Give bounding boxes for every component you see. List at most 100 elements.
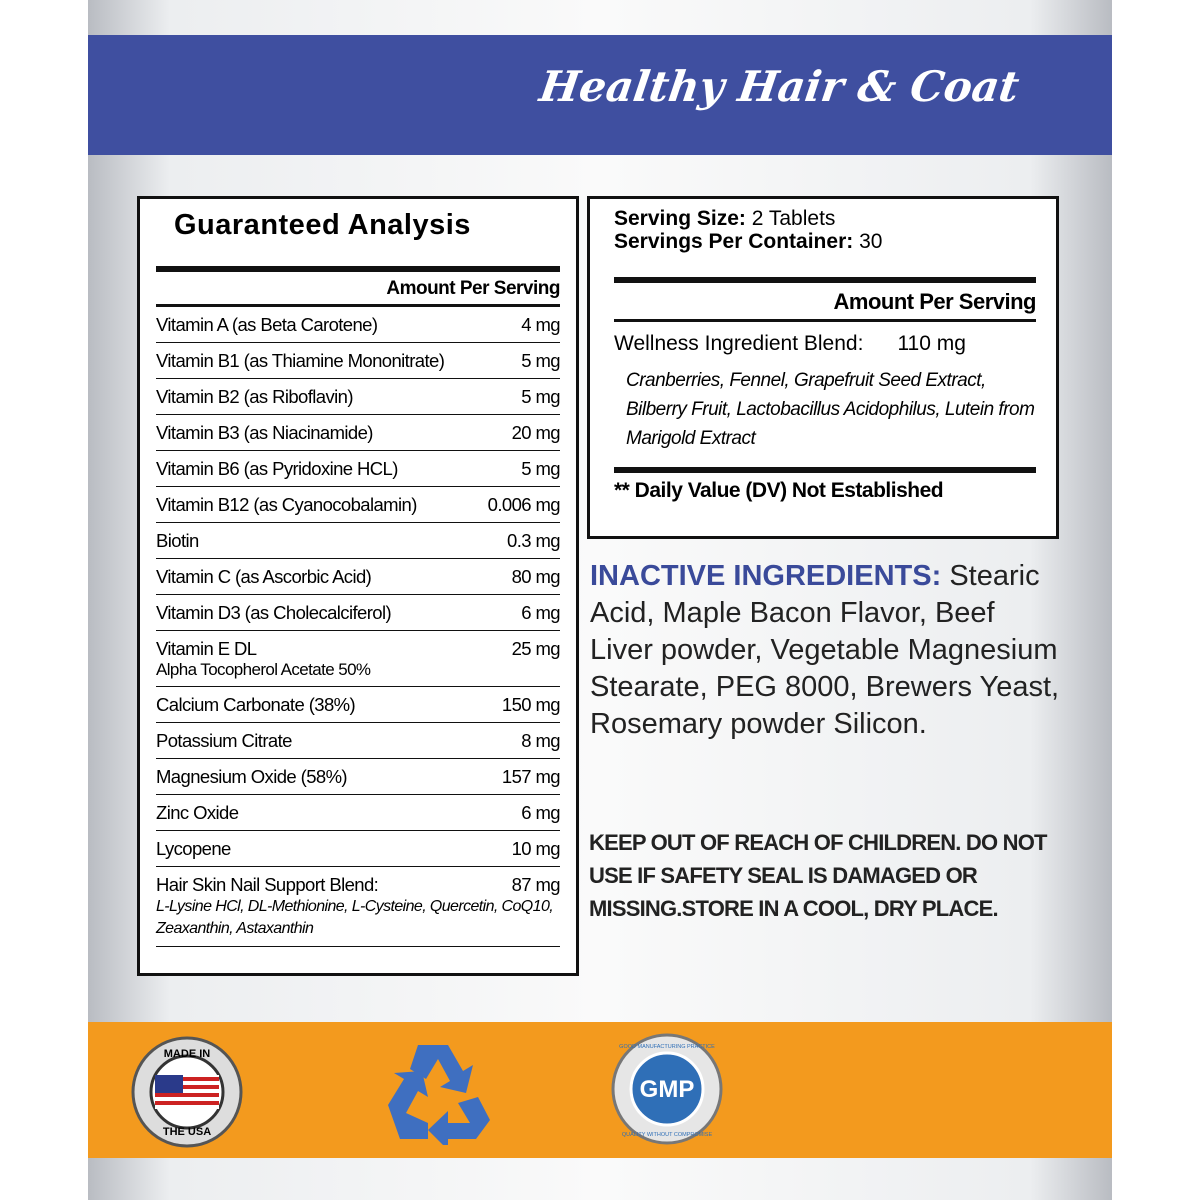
row-line: Calcium Carbonate (38%) 150 mg xyxy=(156,694,561,716)
analysis-row: Lycopene 10 mg xyxy=(156,831,561,867)
row-line: Vitamin E DL 25 mg xyxy=(156,638,561,660)
nutrient-amount: 157 mg xyxy=(501,766,561,787)
column-header: Amount Per Serving xyxy=(156,272,561,307)
inactive-ingredients: INACTIVE INGREDIENTS: Stearic Acid, Mapl… xyxy=(590,558,1060,743)
row-line: Vitamin D3 (as Cholecalciferol) 6 mg xyxy=(156,602,561,624)
header-title: Healthy Hair & Coat xyxy=(536,62,1023,111)
nutrient-name: Vitamin B12 (as Cyanocobalamin) xyxy=(156,494,417,515)
value: 2 Tablets xyxy=(751,207,836,230)
row-line: Vitamin A (as Beta Carotene) 4 mg xyxy=(156,314,561,336)
nutrient-note: Alpha Tocopherol Acetate 50% xyxy=(156,660,371,679)
analysis-row: Magnesium Oxide (58%) 157 mg xyxy=(156,759,561,795)
nutrient-name: Biotin xyxy=(156,530,199,551)
row-line: Vitamin B6 (as Pyridoxine HCL) 5 mg xyxy=(156,458,561,480)
badge-text: THE USA xyxy=(163,1126,211,1138)
footnote: ** Daily Value (DV) Not Established xyxy=(614,479,944,502)
row-line: Lycopene 10 mg xyxy=(156,838,561,860)
analysis-box: Guaranteed Analysis Amount Per Serving V… xyxy=(137,196,579,976)
label: INACTIVE INGREDIENTS: xyxy=(590,560,942,592)
usa-badge: MADE IN THE USA xyxy=(131,1036,243,1148)
row-line: Magnesium Oxide (58%) 157 mg xyxy=(156,766,561,788)
analysis-row: Vitamin D3 (as Cholecalciferol) 6 mg xyxy=(156,595,561,631)
text: Stearic Acid, Maple Bacon Flavor, Beef L… xyxy=(590,560,1060,740)
nutrient-amount: 87 mg xyxy=(511,874,561,895)
blend-ingredients: Cranberries, Fennel, Grapefruit Seed Ext… xyxy=(614,366,1036,473)
nutrient-name: Lycopene xyxy=(156,838,231,859)
analysis-title: Guaranteed Analysis xyxy=(174,209,471,241)
nutrient-name: Vitamin B3 (as Niacinamide) xyxy=(156,422,373,443)
recycle-icon xyxy=(388,1045,490,1145)
nutrient-name: Zinc Oxide xyxy=(156,802,239,823)
nutrient-name: Vitamin E DL xyxy=(156,638,257,659)
badge-text: QUALITY WITHOUT COMPROMISE xyxy=(622,1132,713,1138)
analysis-row: Vitamin B2 (as Riboflavin) 5 mg xyxy=(156,379,561,415)
nutrient-amount: 6 mg xyxy=(521,602,560,623)
label: Servings Per Container: xyxy=(614,230,854,253)
nutrient-name: Vitamin B6 (as Pyridoxine HCL) xyxy=(156,458,398,479)
nutrient-name: Potassium Citrate xyxy=(156,730,292,751)
nutrient-amount: 5 mg xyxy=(521,458,560,479)
nutrient-amount: 5 mg xyxy=(521,386,560,407)
analysis-rows: Vitamin A (as Beta Carotene) 4 mg Vitamin … xyxy=(156,307,561,947)
nutrient-name: Vitamin C (as Ascorbic Acid) xyxy=(156,566,372,587)
nutrient-name: Vitamin B2 (as Riboflavin) xyxy=(156,386,354,407)
blend-amount: 110 mg xyxy=(897,332,966,355)
label: Serving Size: xyxy=(614,207,746,230)
blend: Wellness Ingredient Blend: 110 mg xyxy=(614,322,1036,366)
badge-text: MADE IN xyxy=(164,1048,211,1060)
nutrient-amount: 10 mg xyxy=(511,838,561,859)
nutrient-name: Hair Skin Nail Support Blend: xyxy=(156,874,379,895)
analysis-row: Calcium Carbonate (38%) 150 mg xyxy=(156,687,561,723)
serving-size: Serving Size: 2 Tablets xyxy=(614,207,1036,230)
row-line: Vitamin B3 (as Niacinamide) 20 mg xyxy=(156,422,561,444)
analysis-row: Zinc Oxide 6 mg xyxy=(156,795,561,831)
badge-band xyxy=(88,1022,1112,1158)
analysis-row: Vitamin A (as Beta Carotene) 4 mg xyxy=(156,307,561,343)
row-line: Vitamin C (as Ascorbic Acid) 80 mg xyxy=(156,566,561,588)
nutrient-amount: 6 mg xyxy=(521,802,560,823)
nutrient-name: Magnesium Oxide (58%) xyxy=(156,766,348,787)
analysis-row: Vitamin B1 (as Thiamine Mononitrate) 5 mg xyxy=(156,343,561,379)
row-line: Vitamin B12 (as Cyanocobalamin) 0.006 mg xyxy=(156,494,561,516)
nutrient-name: Vitamin A (as Beta Carotene) xyxy=(156,314,378,335)
nutrient-amount: 4 mg xyxy=(521,314,560,335)
nutrient-name: Calcium Carbonate (38%) xyxy=(156,694,356,715)
row-line: Zinc Oxide 6 mg xyxy=(156,802,561,824)
row-line: Vitamin B2 (as Riboflavin) 5 mg xyxy=(156,386,561,408)
analysis-row: Biotin 0.3 mg xyxy=(156,523,561,559)
nutrient-amount: 25 mg xyxy=(511,638,561,659)
analysis-row: Vitamin B12 (as Cyanocobalamin) 0.006 mg xyxy=(156,487,561,523)
row-line: Potassium Citrate 8 mg xyxy=(156,730,561,752)
nutrient-amount: 150 mg xyxy=(501,694,561,715)
analysis-row: Potassium Citrate 8 mg xyxy=(156,723,561,759)
nutrient-amount: 0.006 mg xyxy=(487,494,561,515)
nutrient-amount: 5 mg xyxy=(521,350,560,371)
column-header: Amount Per Serving xyxy=(614,277,1037,322)
nutrient-amount: 8 mg xyxy=(521,730,560,751)
gmp-badge: GMP GOOD MANUFACTURING PRACTICE QUALITY … xyxy=(611,1033,723,1145)
warning: KEEP OUT OF REACH OF CHILDREN. DO NOT US… xyxy=(589,830,1047,921)
badge-text: GOOD MANUFACTURING PRACTICE xyxy=(619,1044,715,1050)
nutrient-amount: 0.3 mg xyxy=(507,530,561,551)
analysis-row: Vitamin B6 (as Pyridoxine HCL) 5 mg xyxy=(156,451,561,487)
analysis-row: Vitamin E DL 25 mg Alpha Tocopherol Acetat… xyxy=(156,631,561,687)
nutrient-name: Vitamin B1 (as Thiamine Mononitrate) xyxy=(156,350,445,371)
nutrient-amount: 20 mg xyxy=(511,422,561,443)
value: 30 xyxy=(859,230,883,253)
row-line: Hair Skin Nail Support Blend: 87 mg xyxy=(156,874,561,896)
nutrient-amount: 80 mg xyxy=(511,566,561,587)
supplement-box: Serving Size: 2 Tablets Servings Per Con… xyxy=(587,196,1059,539)
analysis-row: Vitamin B3 (as Niacinamide) 20 mg xyxy=(156,415,561,451)
row-line: Biotin 0.3 mg xyxy=(156,530,561,552)
nutrient-name: Vitamin D3 (as Cholecalciferol) xyxy=(156,602,392,623)
analysis-row: Vitamin C (as Ascorbic Acid) 80 mg xyxy=(156,559,561,595)
header-band xyxy=(88,35,1112,155)
rule xyxy=(156,266,560,272)
servings: Servings Per Container: 30 xyxy=(614,230,1036,253)
row-line: Vitamin B1 (as Thiamine Mononitrate) 5 mg xyxy=(156,350,561,372)
blend-name: Wellness Ingredient Blend: xyxy=(614,332,864,355)
badge-text: GMP xyxy=(640,1076,695,1103)
nutrient-note: L-Lysine HCl, DL-Methionine, L-Cysteine,… xyxy=(156,898,554,937)
analysis-row: Hair Skin Nail Support Blend: 87 mg L-Lysi… xyxy=(156,867,561,947)
